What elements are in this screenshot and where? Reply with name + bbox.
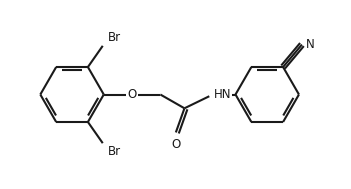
Text: O: O bbox=[171, 138, 180, 151]
Text: O: O bbox=[127, 88, 137, 101]
Text: Br: Br bbox=[108, 145, 121, 158]
Text: Br: Br bbox=[108, 31, 121, 44]
Text: HN: HN bbox=[214, 88, 231, 101]
Text: N: N bbox=[306, 38, 315, 51]
